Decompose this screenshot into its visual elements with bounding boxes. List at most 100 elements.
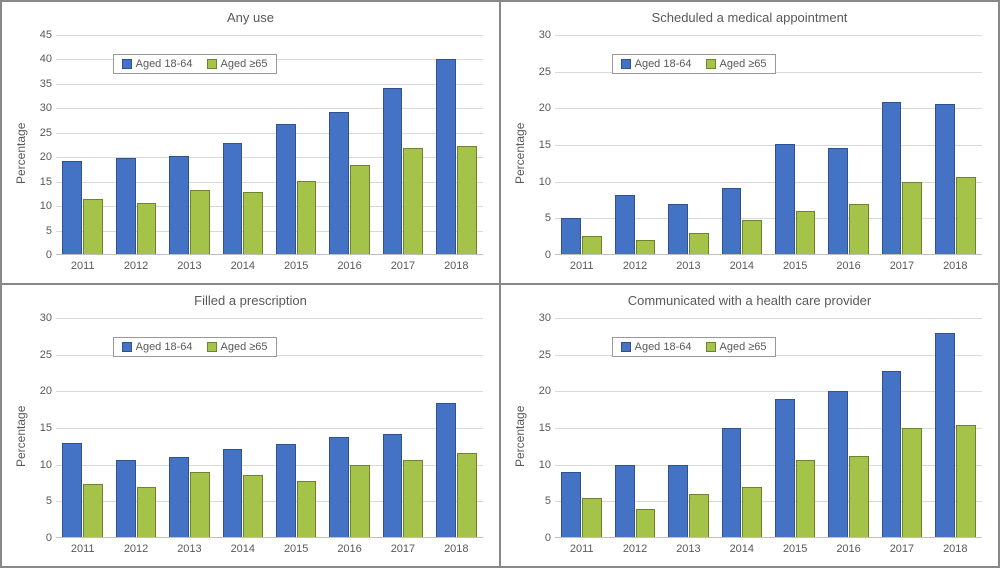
x-axis-line (555, 537, 982, 538)
legend-item: Aged ≥65 (706, 58, 767, 70)
bar (169, 156, 189, 255)
y-tick: 20 (539, 102, 551, 114)
bar (403, 148, 423, 255)
x-ticks: 20112012201320142015201620172018 (56, 540, 483, 560)
bar (83, 484, 103, 538)
category-group (323, 35, 376, 255)
bar (243, 192, 263, 255)
chart: 0510152025302011201220132014201520162017… (30, 312, 489, 560)
legend: Aged 18-64Aged ≥65 (612, 337, 776, 357)
category-group (376, 318, 429, 538)
x-tick: 2013 (662, 540, 715, 560)
legend-item: Aged 18-64 (122, 341, 193, 353)
bar (828, 391, 848, 538)
y-tick: 15 (539, 422, 551, 434)
y-tick: 25 (539, 66, 551, 78)
bar (796, 460, 816, 538)
y-axis-label: Percentage (511, 29, 529, 277)
y-tick: 10 (40, 459, 52, 471)
bar (223, 449, 243, 538)
bar (615, 465, 635, 538)
x-tick: 2011 (555, 257, 608, 277)
legend-label: Aged ≥65 (221, 341, 268, 353)
bar (62, 161, 82, 255)
x-tick: 2016 (323, 257, 376, 277)
bar (276, 124, 296, 255)
panel-title: Filled a prescription (12, 293, 489, 308)
y-tick: 25 (40, 349, 52, 361)
panel-scheduled-appt: Scheduled a medical appointment Percentag… (500, 1, 999, 284)
y-tick: 10 (539, 176, 551, 188)
panel-filled-rx: Filled a prescriptionPercentage051015202… (1, 284, 500, 567)
bar (297, 481, 317, 538)
x-tick: 2013 (662, 257, 715, 277)
x-tick: 2013 (163, 257, 216, 277)
bar (668, 465, 688, 538)
y-tick: 30 (40, 312, 52, 324)
x-tick: 2014 (216, 257, 269, 277)
category-group (929, 318, 982, 538)
legend-swatch (122, 342, 132, 352)
x-tick: 2016 (822, 257, 875, 277)
legend-item: Aged 18-64 (122, 58, 193, 70)
x-tick: 2018 (430, 257, 483, 277)
x-tick: 2018 (929, 540, 982, 560)
y-tick: 0 (545, 532, 551, 544)
panel-title: Scheduled a medical appointment (511, 10, 988, 25)
bar (383, 434, 403, 538)
category-group (430, 318, 483, 538)
legend-swatch (706, 59, 716, 69)
y-tick: 25 (539, 349, 551, 361)
bar (561, 472, 581, 538)
panel-any-use: Any usePercentage05101520253035404520112… (1, 1, 500, 284)
chart-wrap: Percentage051015202530201120122013201420… (511, 29, 988, 277)
y-ticks: 051015202530 (529, 35, 553, 255)
x-axis-line (56, 537, 483, 538)
y-axis-label: Percentage (12, 312, 30, 560)
y-tick: 20 (40, 151, 52, 163)
bar (689, 233, 709, 255)
y-tick: 5 (545, 495, 551, 507)
x-tick: 2017 (376, 540, 429, 560)
legend-swatch (621, 59, 631, 69)
bar (329, 112, 349, 255)
y-tick: 5 (46, 495, 52, 507)
y-tick: 20 (40, 385, 52, 397)
y-tick: 5 (545, 212, 551, 224)
x-tick: 2015 (769, 257, 822, 277)
bar (582, 236, 602, 255)
bar (116, 158, 136, 255)
y-tick: 0 (545, 249, 551, 261)
legend-item: Aged ≥65 (207, 341, 268, 353)
legend-swatch (207, 342, 217, 352)
y-tick: 10 (40, 200, 52, 212)
category-group (822, 35, 875, 255)
bar (775, 144, 795, 255)
bar (436, 403, 456, 538)
x-ticks: 20112012201320142015201620172018 (56, 257, 483, 277)
category-group (270, 318, 323, 538)
bar (636, 509, 656, 538)
category-group (56, 35, 109, 255)
bar (137, 203, 157, 255)
category-group (875, 318, 928, 538)
legend-label: Aged ≥65 (221, 58, 268, 70)
panel-communicated: Communicated with a health care provider… (500, 284, 999, 567)
y-tick: 20 (539, 385, 551, 397)
bar (243, 475, 263, 538)
bar (329, 437, 349, 538)
legend-label: Aged 18-64 (635, 341, 692, 353)
category-group (430, 35, 483, 255)
bar (956, 177, 976, 255)
bar (457, 146, 477, 256)
y-tick: 30 (539, 29, 551, 41)
bar (902, 428, 922, 538)
y-tick: 15 (539, 139, 551, 151)
bar (796, 211, 816, 255)
category-group (270, 35, 323, 255)
x-tick: 2012 (608, 257, 661, 277)
x-tick: 2012 (608, 540, 661, 560)
x-tick: 2016 (323, 540, 376, 560)
y-tick: 15 (40, 176, 52, 188)
bar (276, 444, 296, 538)
